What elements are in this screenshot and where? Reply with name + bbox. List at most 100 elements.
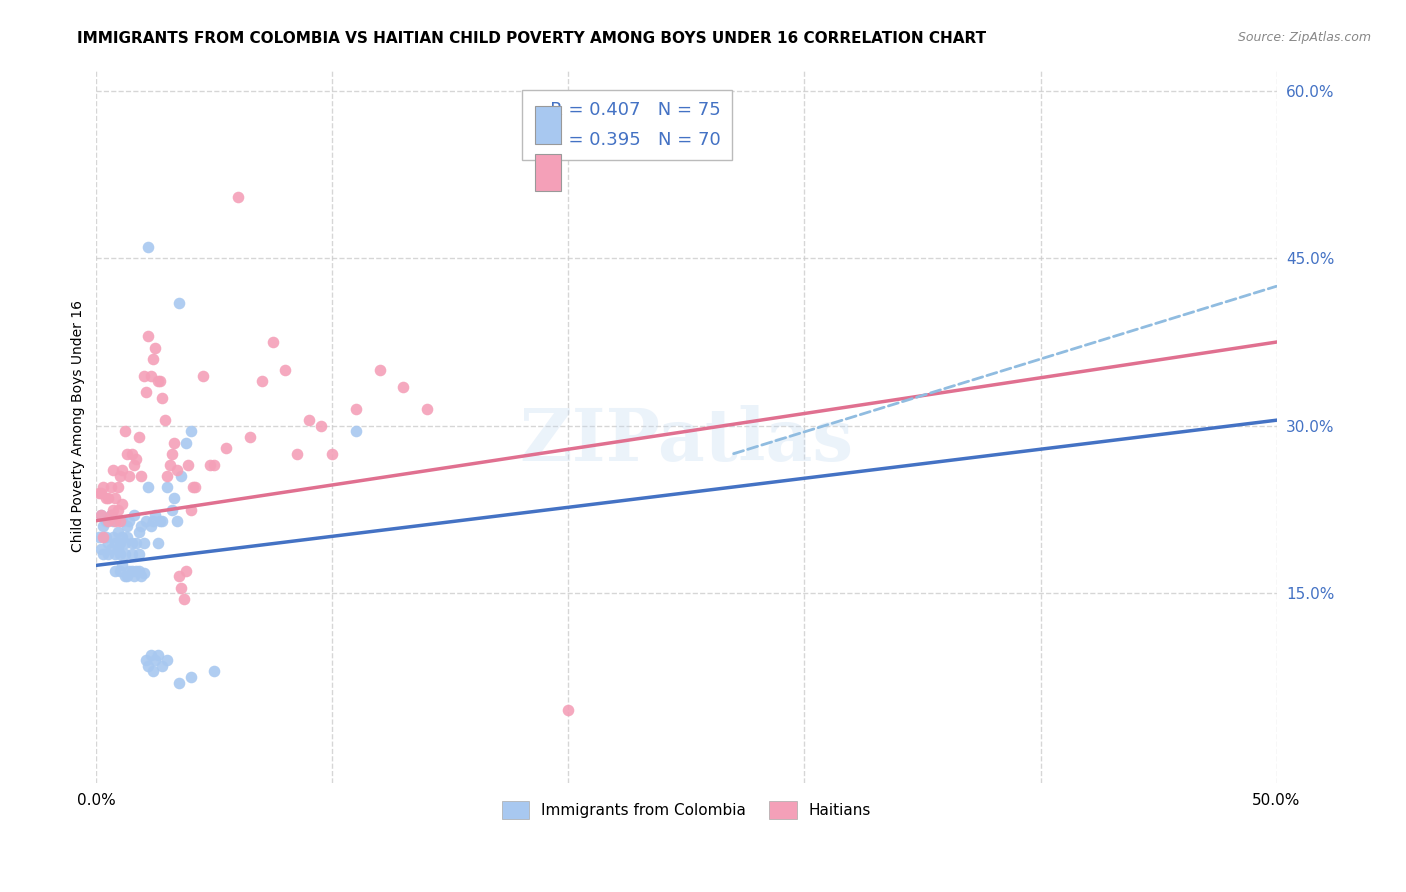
Point <box>143 653 166 667</box>
Point <box>108 469 131 483</box>
Point <box>344 402 367 417</box>
Point <box>184 480 207 494</box>
Point <box>215 441 238 455</box>
Point <box>191 368 214 383</box>
Point <box>177 458 200 472</box>
Point <box>174 435 197 450</box>
Point <box>111 497 134 511</box>
Point <box>108 564 131 578</box>
Point <box>90 541 112 556</box>
Point <box>226 190 249 204</box>
Point <box>97 491 120 506</box>
Point <box>121 536 143 550</box>
Point <box>143 341 166 355</box>
Point <box>90 485 112 500</box>
Point <box>107 480 129 494</box>
Point <box>146 536 169 550</box>
Point <box>146 648 169 662</box>
Point <box>107 502 129 516</box>
Point <box>156 480 179 494</box>
Point <box>108 514 131 528</box>
Point <box>121 447 143 461</box>
Point <box>250 374 273 388</box>
Point <box>90 508 112 522</box>
Legend: Immigrants from Colombia, Haitians: Immigrants from Colombia, Haitians <box>495 795 877 825</box>
Point <box>101 514 124 528</box>
Point <box>344 425 367 439</box>
Point <box>121 547 143 561</box>
Point <box>159 458 181 472</box>
Point <box>180 425 202 439</box>
Point <box>93 519 115 533</box>
Point <box>122 508 145 522</box>
Point <box>170 581 193 595</box>
Point <box>87 485 110 500</box>
Point <box>111 514 134 528</box>
Point <box>167 296 190 310</box>
Point <box>93 480 115 494</box>
Point <box>122 569 145 583</box>
Point <box>180 502 202 516</box>
Point <box>153 413 176 427</box>
Point <box>156 653 179 667</box>
Point <box>111 530 134 544</box>
Point <box>142 665 165 679</box>
Point <box>139 519 162 533</box>
Point <box>142 351 165 366</box>
Point <box>298 413 321 427</box>
Point <box>107 524 129 539</box>
Point <box>129 569 152 583</box>
Point <box>174 564 197 578</box>
Point <box>152 658 174 673</box>
Point <box>100 541 122 556</box>
Point <box>202 665 225 679</box>
Point <box>146 374 169 388</box>
Point <box>152 514 174 528</box>
Point <box>160 447 183 461</box>
Point <box>125 536 148 550</box>
Point <box>108 547 131 561</box>
Point <box>128 430 150 444</box>
Point <box>128 524 150 539</box>
Point <box>181 480 204 494</box>
Point <box>166 463 188 477</box>
Point <box>100 480 122 494</box>
Point <box>557 703 579 717</box>
Point <box>180 670 202 684</box>
Point <box>129 469 152 483</box>
Point <box>114 425 136 439</box>
Point <box>100 508 122 522</box>
Point <box>167 675 190 690</box>
Point <box>122 458 145 472</box>
Point <box>239 430 262 444</box>
Point <box>163 435 186 450</box>
Point <box>97 547 120 561</box>
Point <box>135 385 157 400</box>
Point <box>94 491 117 506</box>
Point <box>135 653 157 667</box>
Point <box>156 469 179 483</box>
Point <box>114 547 136 561</box>
Point <box>97 514 120 528</box>
Text: Source: ZipAtlas.com: Source: ZipAtlas.com <box>1237 31 1371 45</box>
Point <box>118 514 141 528</box>
Point <box>274 363 297 377</box>
Point <box>139 648 162 662</box>
Point <box>104 514 127 528</box>
Point <box>97 536 120 550</box>
Point <box>114 569 136 583</box>
Point <box>416 402 439 417</box>
Point <box>108 536 131 550</box>
Point <box>121 564 143 578</box>
Point <box>111 558 134 573</box>
Point <box>104 547 127 561</box>
Text: R = 0.407   N = 75
   R = 0.395   N = 70: R = 0.407 N = 75 R = 0.395 N = 70 <box>533 101 721 149</box>
Point <box>104 564 127 578</box>
Point <box>198 458 221 472</box>
Point <box>118 564 141 578</box>
Point <box>104 491 127 506</box>
Point <box>136 240 159 254</box>
Text: IMMIGRANTS FROM COLOMBIA VS HAITIAN CHILD POVERTY AMONG BOYS UNDER 16 CORRELATIO: IMMIGRANTS FROM COLOMBIA VS HAITIAN CHIL… <box>77 31 987 46</box>
FancyBboxPatch shape <box>536 106 561 144</box>
Point <box>87 530 110 544</box>
